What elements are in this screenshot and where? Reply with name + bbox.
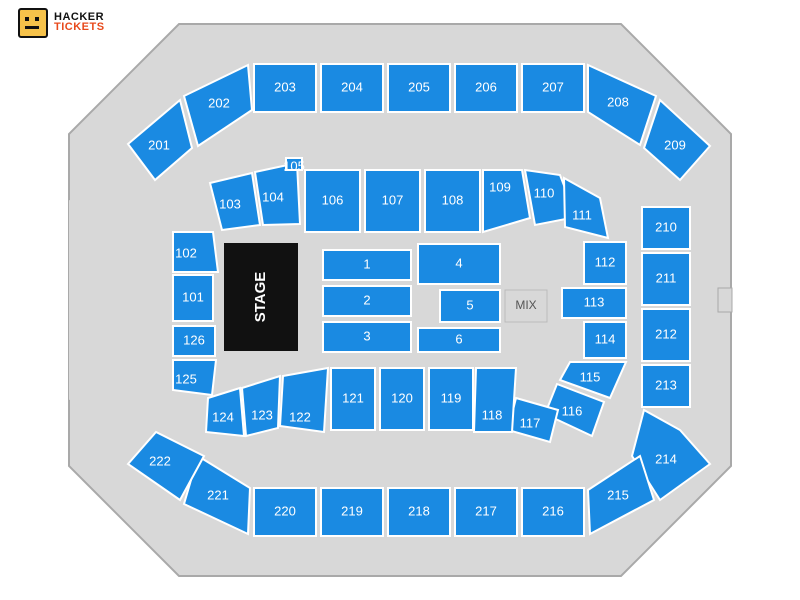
svg-text:219: 219 (341, 503, 363, 518)
entry-notch (718, 288, 732, 312)
svg-text:126: 126 (183, 332, 205, 347)
svg-text:122: 122 (289, 409, 311, 424)
svg-text:120: 120 (391, 390, 413, 405)
svg-text:6: 6 (455, 331, 462, 346)
svg-text:114: 114 (595, 331, 616, 346)
svg-text:103: 103 (219, 196, 241, 211)
svg-text:124: 124 (212, 409, 234, 424)
svg-text:207: 207 (542, 79, 564, 94)
svg-text:211: 211 (656, 270, 677, 285)
svg-text:108: 108 (442, 192, 464, 207)
svg-text:111: 111 (572, 207, 592, 222)
svg-text:121: 121 (342, 390, 364, 405)
svg-text:102: 102 (175, 245, 197, 260)
svg-text:222: 222 (149, 453, 171, 468)
svg-text:216: 216 (542, 503, 564, 518)
svg-text:119: 119 (441, 390, 462, 405)
svg-text:215: 215 (607, 487, 629, 502)
svg-text:104: 104 (262, 189, 284, 204)
svg-text:212: 212 (655, 326, 677, 341)
svg-text:213: 213 (655, 377, 677, 392)
svg-text:202: 202 (208, 95, 230, 110)
svg-text:MIX: MIX (515, 298, 536, 312)
svg-text:113: 113 (584, 294, 605, 309)
svg-text:106: 106 (322, 192, 344, 207)
svg-text:116: 116 (562, 403, 583, 418)
svg-text:4: 4 (455, 255, 462, 270)
svg-text:217: 217 (475, 503, 497, 518)
svg-text:STAGE: STAGE (252, 272, 269, 323)
svg-text:1: 1 (363, 256, 370, 271)
svg-text:110: 110 (534, 185, 555, 200)
svg-text:107: 107 (382, 192, 404, 207)
svg-text:2: 2 (363, 292, 370, 307)
svg-text:5: 5 (466, 297, 473, 312)
svg-text:3: 3 (363, 328, 370, 343)
svg-text:125: 125 (175, 371, 197, 386)
svg-text:112: 112 (595, 254, 616, 269)
svg-text:209: 209 (664, 137, 686, 152)
svg-text:218: 218 (408, 503, 430, 518)
svg-text:221: 221 (207, 487, 229, 502)
backstage-gray (69, 200, 105, 400)
svg-text:118: 118 (482, 407, 503, 422)
svg-text:204: 204 (341, 79, 363, 94)
svg-text:117: 117 (520, 415, 541, 430)
seating-map[interactable]: 1234561011261061071081211201191121131142… (0, 0, 800, 600)
svg-text:201: 201 (148, 137, 170, 152)
svg-text:105: 105 (283, 158, 305, 173)
svg-text:123: 123 (251, 407, 273, 422)
svg-text:214: 214 (655, 451, 677, 466)
svg-text:208: 208 (607, 94, 629, 109)
svg-text:220: 220 (274, 503, 296, 518)
svg-text:206: 206 (475, 79, 497, 94)
svg-text:205: 205 (408, 79, 430, 94)
svg-text:101: 101 (182, 289, 204, 304)
svg-text:203: 203 (274, 79, 296, 94)
svg-text:115: 115 (580, 369, 601, 384)
svg-text:109: 109 (489, 179, 511, 194)
svg-text:210: 210 (655, 219, 677, 234)
